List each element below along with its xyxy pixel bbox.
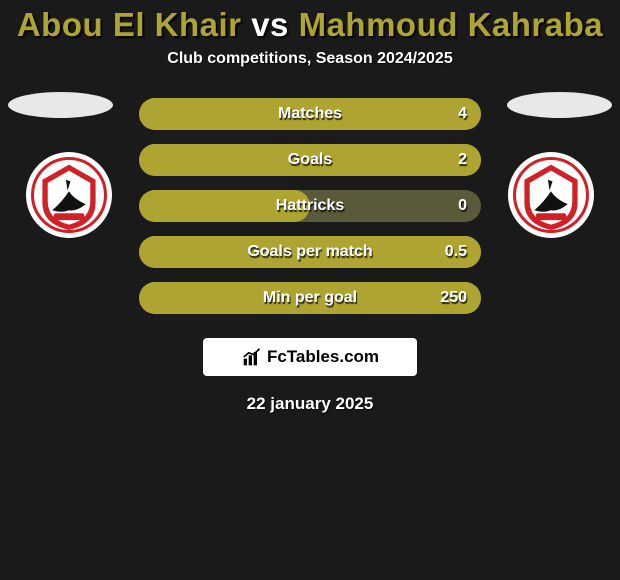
stat-rows: Matches 4 Goals 2 Hattricks 0 Goals per … xyxy=(139,98,481,314)
subtitle: Club competitions, Season 2024/2025 xyxy=(0,50,620,68)
al-ahly-crest-icon xyxy=(31,157,107,233)
stat-row-matches: Matches 4 xyxy=(139,98,481,130)
player1-club-badge xyxy=(26,152,112,238)
bar-chart-icon xyxy=(241,347,263,367)
stat-row-hattricks: Hattricks 0 xyxy=(139,190,481,222)
stat-label: Min per goal xyxy=(139,289,481,307)
stat-label: Matches xyxy=(139,105,481,123)
vs-label: vs xyxy=(251,6,289,43)
stat-value: 2 xyxy=(458,151,467,169)
card-root: Abou El Khair vs Mahmoud Kahraba Club co… xyxy=(0,0,620,414)
stat-value: 250 xyxy=(440,289,467,307)
stat-label: Goals per match xyxy=(139,243,481,261)
al-ahly-crest-icon xyxy=(513,157,589,233)
stat-row-min-per-goal: Min per goal 250 xyxy=(139,282,481,314)
brand-text: FcTables.com xyxy=(267,347,379,367)
player1-name: Abou El Khair xyxy=(17,6,242,43)
stat-row-goals-per-match: Goals per match 0.5 xyxy=(139,236,481,268)
comparison-area: Matches 4 Goals 2 Hattricks 0 Goals per … xyxy=(0,98,620,414)
stat-label: Hattricks xyxy=(139,197,481,215)
stat-value: 0.5 xyxy=(445,243,467,261)
title: Abou El Khair vs Mahmoud Kahraba xyxy=(0,2,620,50)
player2-photo-placeholder xyxy=(507,92,612,118)
stat-row-goals: Goals 2 xyxy=(139,144,481,176)
stat-value: 0 xyxy=(458,197,467,215)
date-label: 22 january 2025 xyxy=(247,394,374,414)
player2-name: Mahmoud Kahraba xyxy=(299,6,604,43)
player1-photo-placeholder xyxy=(8,92,113,118)
stat-label: Goals xyxy=(139,151,481,169)
player2-club-badge xyxy=(508,152,594,238)
stat-value: 4 xyxy=(458,105,467,123)
brand-watermark: FcTables.com xyxy=(203,338,417,376)
